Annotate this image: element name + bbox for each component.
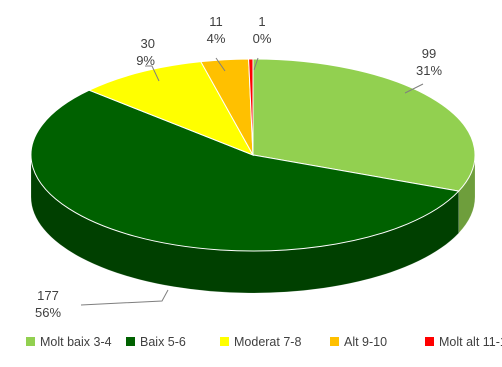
pie-slice-1 xyxy=(30,89,460,252)
leader-line-3 xyxy=(215,57,226,72)
legend-swatch-3 xyxy=(330,337,339,346)
pie-slice-0 xyxy=(252,58,476,192)
pie-slice-4 xyxy=(248,58,254,156)
leader-line-4 xyxy=(253,57,259,71)
data-label-percent-3: 4% xyxy=(207,31,226,46)
legend-swatch-2 xyxy=(220,337,229,346)
data-label-value-3: 11 xyxy=(209,14,223,29)
data-label-percent-2: 9% xyxy=(136,53,155,68)
data-label-value-0: 99 xyxy=(422,46,436,61)
leader-line-1 xyxy=(80,289,169,306)
legend-label-1: Baix 5-6 xyxy=(140,335,186,349)
legend-swatch-0 xyxy=(26,337,35,346)
leader-lines xyxy=(80,57,424,306)
legend-label-3: Alt 9-10 xyxy=(344,335,387,349)
legend-swatch-4 xyxy=(425,337,434,346)
legend: Molt baix 3-4 Baix 5-6 Moderat 7-8 Alt 9-10… xyxy=(26,335,502,349)
pie-slices xyxy=(30,58,476,252)
data-label-percent-4: 0% xyxy=(253,31,272,46)
data-label-percent-0: 31% xyxy=(416,63,442,78)
data-label-value-1: 177 xyxy=(37,288,59,303)
legend-label-2: Moderat 7-8 xyxy=(234,335,301,349)
data-label-value-4: 1 xyxy=(258,14,265,29)
legend-swatch-1 xyxy=(126,337,135,346)
legend-label-4: Molt alt 11-12 xyxy=(439,335,502,349)
leader-line-0 xyxy=(404,83,424,94)
leader-line-2 xyxy=(145,65,160,82)
data-labels: 99 31% 177 56% 30 9% 11 4% 1 0% xyxy=(35,14,442,320)
data-label-percent-1: 56% xyxy=(35,305,61,320)
pie-slice-2 xyxy=(87,61,255,156)
data-label-value-2: 30 xyxy=(141,36,155,51)
legend-label-0: Molt baix 3-4 xyxy=(40,335,112,349)
